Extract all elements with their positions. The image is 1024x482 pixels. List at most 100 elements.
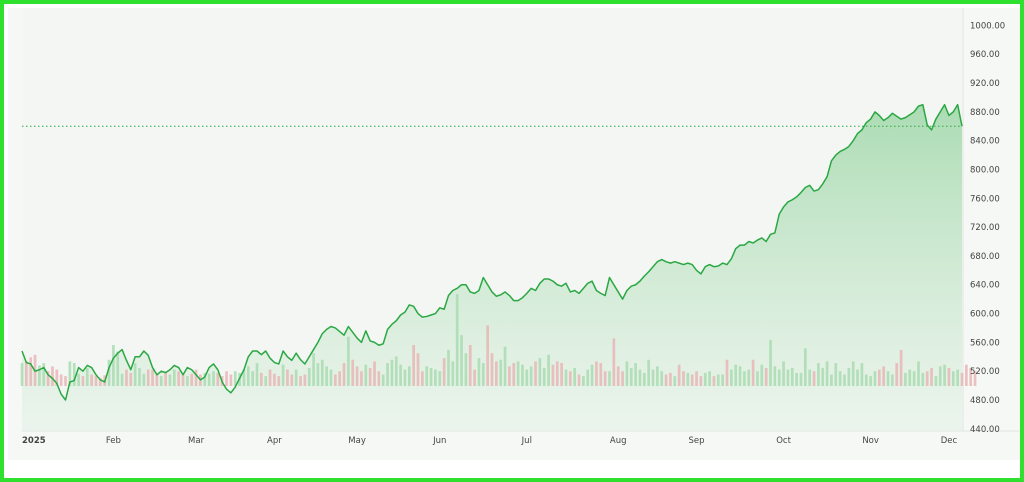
x-tick-label: Mar [188, 436, 205, 446]
x-tick-label: Oct [776, 436, 791, 446]
y-tick-label: 800.00 [970, 165, 1000, 175]
volume-bar [329, 369, 333, 386]
volume-bar [120, 373, 124, 386]
volume-bar [251, 371, 254, 386]
volume-bar [29, 357, 33, 386]
volume-bar [42, 363, 46, 386]
volume-bar [207, 373, 211, 386]
volume-bar [129, 372, 133, 386]
y-tick-label: 640.00 [970, 281, 1000, 291]
volume-bar [325, 366, 328, 386]
volume-bar [921, 372, 925, 386]
volume-bar [299, 376, 302, 386]
volume-bar [891, 374, 894, 386]
volume-bar [843, 374, 846, 386]
volume-bar [673, 376, 677, 386]
y-tick-label: 680.00 [970, 252, 1000, 262]
volume-bar [960, 372, 964, 386]
volume-bar [725, 359, 729, 386]
volume-bar [347, 336, 350, 386]
volume-bar [425, 366, 429, 386]
volume-bar [664, 374, 668, 386]
volume-bar [268, 369, 272, 386]
volume-bar [764, 367, 768, 386]
volume-bar [869, 376, 872, 386]
volume-bar [394, 356, 398, 386]
price-line [21, 103, 963, 401]
volume-bar [55, 369, 59, 386]
volume-bar [560, 363, 563, 386]
volume-bar [155, 374, 159, 386]
volume-bar [564, 369, 568, 386]
volume-bar [416, 353, 420, 386]
volume-bar [642, 372, 646, 386]
volume-bar [508, 366, 511, 386]
volume-bar [355, 366, 359, 386]
volume-bar [656, 366, 659, 386]
volume-bar [782, 361, 785, 386]
volume-bar [847, 367, 851, 386]
volume-bar [730, 369, 733, 386]
x-tick-label: Aug [610, 436, 627, 446]
volume-bar [625, 361, 629, 386]
volume-bar [451, 361, 455, 386]
volume-bar [351, 359, 355, 386]
volume-bar [303, 374, 307, 386]
y-tick-label: 600.00 [970, 310, 1000, 320]
volume-bar [930, 367, 933, 386]
volume-bar [738, 366, 742, 386]
volume-bar [812, 371, 816, 386]
volume-bar [216, 372, 220, 386]
volume-bar [133, 363, 137, 386]
volume-bar [442, 358, 446, 386]
volume-bar [94, 376, 98, 386]
volume-bar [790, 367, 794, 386]
volume-bar [142, 373, 146, 386]
volume-bar [229, 374, 233, 386]
volume-bar [434, 369, 437, 386]
volume-bar [956, 369, 959, 386]
volume-bar [85, 367, 89, 386]
y-tick-label: 480.00 [970, 396, 1000, 406]
volume-bar [316, 363, 320, 386]
volume-bar [59, 374, 63, 386]
volume-bar [677, 364, 681, 386]
volume-bar [186, 376, 189, 386]
volume-bar [98, 377, 102, 386]
volume-bar [947, 367, 951, 386]
y-tick-label: 760.00 [970, 194, 1000, 204]
volume-bar [407, 366, 411, 386]
x-tick-label: Sep [689, 436, 705, 446]
volume-bar [856, 369, 859, 386]
volume-bar [904, 372, 907, 386]
volume-bar [534, 361, 537, 386]
volume-bar [81, 376, 85, 386]
volume-bar [695, 371, 698, 386]
volume-bar [447, 349, 450, 386]
volume-bar [116, 351, 120, 386]
volume-bar [503, 346, 507, 386]
volume-bar [460, 335, 463, 386]
volume-bar [273, 373, 276, 386]
volume-bar [582, 376, 585, 386]
volume-bar [555, 361, 559, 386]
volume-bar [20, 363, 24, 386]
volume-bar [647, 359, 651, 386]
volume-bar [381, 374, 385, 386]
volume-bar [529, 366, 533, 386]
volume-bar [873, 371, 877, 386]
volume-bar [860, 363, 864, 386]
volume-bar [390, 359, 394, 386]
volume-bar [177, 371, 181, 386]
volume-bar [25, 361, 28, 386]
volume-bar [712, 376, 716, 386]
volume-bar [386, 363, 389, 386]
volume-bar [438, 371, 442, 386]
volume-bar [38, 365, 41, 386]
area-chart[interactable]: 440.00 480.00 520.00 560.00 600.00 640.00 680.… [8, 8, 1020, 460]
volume-bar [747, 369, 751, 386]
volume-bar [521, 364, 524, 386]
volume-bar [481, 363, 485, 386]
area-fill [22, 104, 962, 431]
volume-bar [634, 363, 637, 386]
